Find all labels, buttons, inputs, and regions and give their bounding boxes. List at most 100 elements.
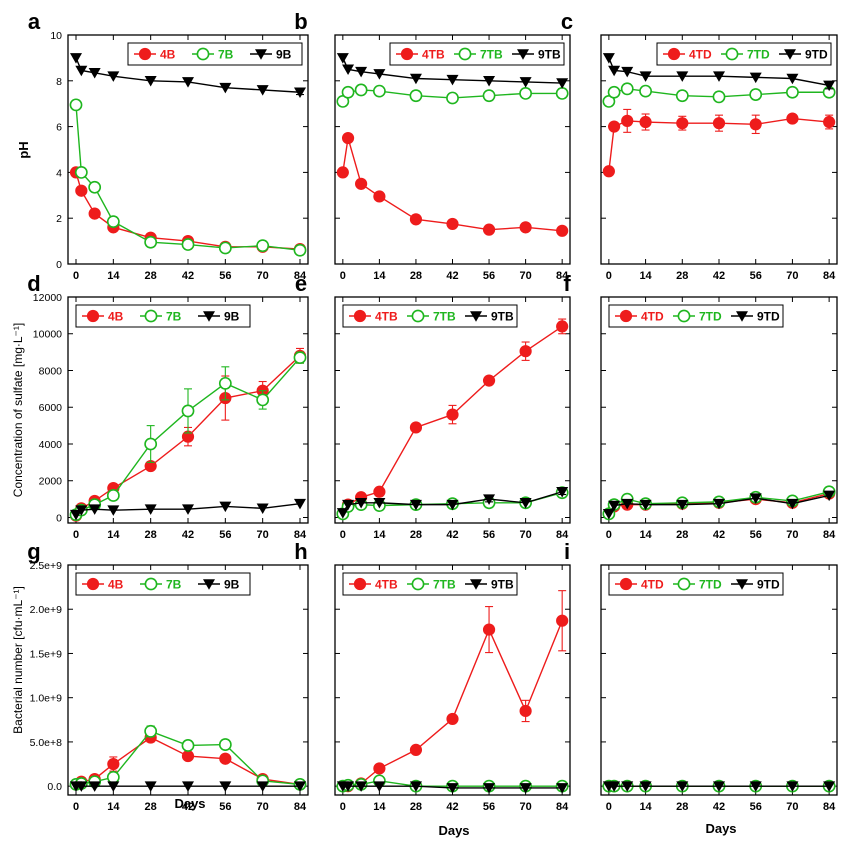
panel-b-legend-marker	[517, 49, 529, 60]
panel-b-point-4TB	[355, 177, 368, 190]
panel-a-point-4B	[75, 184, 88, 197]
panel-h-point-4TB	[482, 623, 496, 636]
panel-b-point-7TB	[555, 86, 569, 100]
panel-d: d 0 14 28 42 56 70 84 0 2000 4000 6000 8000 10000 1200…	[27, 271, 309, 541]
panel-d-point-9B	[182, 504, 194, 515]
panel-b-legend-marker	[400, 47, 414, 61]
panel-b-letter: b	[294, 9, 307, 34]
panel-d-point-7B	[144, 437, 158, 451]
panel-a-point-7B	[218, 241, 232, 255]
panel-i-xtick-label: 84	[823, 801, 836, 813]
panel-a-ytick-label: 2	[56, 213, 62, 225]
panel-i-point-9TD	[786, 781, 799, 792]
panel-i-xtick-label: 14	[639, 801, 652, 813]
panel-f-legend-marker	[736, 311, 748, 322]
panel-b-legend-box	[389, 42, 565, 66]
panel-h-legend-label: 4TB	[375, 578, 398, 592]
panel-h-point-9TB	[355, 781, 368, 792]
panel-i-letter: i	[564, 539, 570, 564]
panel-f-xtick-label: 42	[713, 529, 725, 541]
panel-e-legend-label: 7TB	[433, 310, 456, 324]
panel-h-xtick-label: 14	[373, 801, 386, 813]
panel-c-point-4TD	[621, 114, 634, 127]
panel-f-legend-label: 4TD	[641, 310, 664, 324]
panel-i-legend-marker	[736, 579, 748, 590]
panel-c-xtick-label: 28	[676, 270, 688, 282]
panel-a-point-7B	[69, 98, 83, 112]
panel-h-point-4TB	[409, 743, 423, 756]
panel-c-xtick-label: 14	[639, 270, 652, 282]
panel-i-point-9TD	[823, 781, 836, 792]
panel-a-ytick-label: 10	[50, 30, 62, 42]
panel-e-xtick-label: 70	[519, 529, 531, 541]
panel-c-legend-label: 4TD	[689, 48, 712, 62]
panel-a-legend-box	[127, 42, 303, 66]
panel-c-point-4TD	[823, 115, 836, 129]
panel-e-xtick-label: 14	[373, 529, 386, 541]
panel-h-point-9TB	[373, 781, 386, 792]
panel-h-point-4TB	[519, 704, 532, 718]
panel-c-point-7TD	[675, 89, 689, 103]
panel-c-legend-label: 9TD	[805, 48, 828, 62]
panel-e-legend-label: 9TB	[491, 310, 514, 324]
panel-f-point-9TD	[608, 500, 621, 512]
panel-c-xtick-label: 84	[823, 270, 836, 282]
panel-d-point-9B	[294, 498, 306, 510]
panel-d-point-7B	[181, 404, 195, 418]
panel-g-point-7B	[144, 724, 158, 738]
panel-c-point-9TD	[621, 66, 634, 78]
panel-d-letter: d	[27, 271, 40, 296]
panel-g-ytick-label: 1.5e+9	[30, 648, 63, 660]
panel-a-point-4B	[88, 207, 101, 220]
panel-e-point-4TB	[409, 421, 423, 434]
panel-b-point-7TB	[519, 86, 533, 100]
panel-f-xtick-label: 14	[639, 529, 652, 541]
panel-h-legend-box	[342, 572, 518, 596]
panel-e-xtick-label: 28	[410, 529, 422, 541]
panel-a-point-9B	[75, 65, 88, 77]
panel-d-ytick-label: 6000	[39, 402, 63, 414]
panel-f-point-9TD	[823, 490, 836, 502]
panel-f-frame	[600, 296, 838, 524]
panel-g-legend-marker	[203, 579, 215, 590]
panel-e-xtick-label: 0	[340, 529, 346, 541]
panel-c-legend-marker	[784, 49, 796, 60]
panel-e-xtick-label: 84	[556, 529, 569, 541]
panel-c-xtick-label: 42	[713, 270, 725, 282]
panel-h-point-9TB	[409, 781, 422, 792]
panel-d-xtick-label: 28	[145, 529, 157, 541]
panel-e-letter: e	[295, 271, 307, 296]
panel-c-frame	[600, 34, 838, 265]
panel-b-point-4TB	[409, 213, 423, 226]
panel-b-xtick-label: 70	[519, 270, 531, 282]
panel-a: a 0 14 28 42 56 70 84 0 2 4 6 8 10 4B 7B 9B	[28, 9, 309, 282]
panel-i-frame	[600, 564, 838, 796]
panel-c-point-7TD	[749, 88, 763, 101]
panel-c-point-4TD	[602, 165, 615, 178]
panel-b-point-4TB	[482, 223, 496, 236]
panel-a-point-9B	[88, 67, 101, 79]
panel-e-legend-box	[342, 304, 518, 328]
panel-a-legend-marker	[196, 47, 210, 61]
panel-a-xtick-label: 84	[294, 270, 307, 282]
panel-i-point-9TD	[749, 781, 762, 792]
panel-b-point-4TB	[519, 221, 532, 234]
panel-b-xtick-label: 56	[483, 270, 495, 282]
panel-b-xtick-label: 84	[556, 270, 569, 282]
panel-f-xtick-label: 70	[786, 529, 798, 541]
panel-h-point-9TB	[519, 783, 532, 794]
panel-i-xtick-label: 70	[786, 801, 798, 813]
panel-g-point-9B	[219, 781, 232, 792]
panel-i-xtick-label: 42	[713, 801, 725, 813]
panel-h-frame	[334, 564, 571, 796]
panel-g-point-4B	[181, 749, 195, 763]
panel-a-legend-label: 4B	[160, 48, 176, 62]
panel-c-point-9TD	[749, 72, 762, 84]
panel-f-point-9TD	[786, 498, 799, 510]
panel-e-point-9TB	[342, 499, 355, 511]
panel-a-point-7B	[144, 235, 158, 249]
panel-c-legend-marker	[725, 47, 739, 61]
panel-c-xtick-label: 0	[606, 270, 612, 282]
panel-d-point-7B	[218, 376, 232, 390]
panel-a-point-9B	[219, 82, 232, 94]
